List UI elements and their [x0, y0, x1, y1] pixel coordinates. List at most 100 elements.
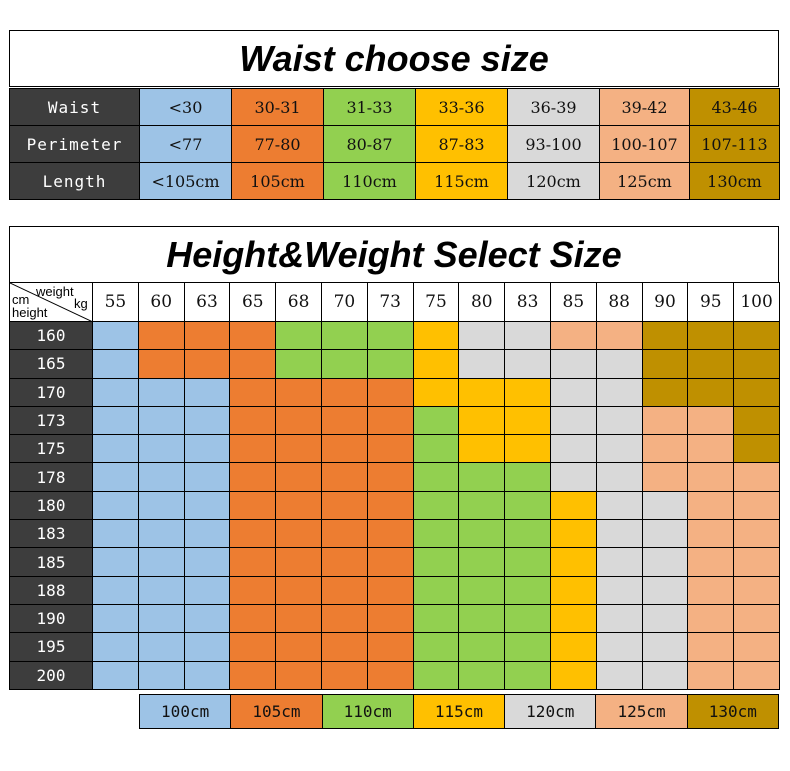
waist-cell: 36-39	[507, 88, 600, 126]
height-row: 165	[9, 349, 780, 379]
size-cell	[549, 462, 597, 492]
waist-cell: <105cm	[139, 162, 232, 200]
size-cell	[92, 660, 139, 690]
corner-kg-label: kg	[74, 296, 88, 311]
size-cell	[687, 603, 735, 634]
weight-header: 88	[595, 282, 643, 322]
size-cell	[366, 434, 414, 464]
size-cell	[733, 349, 780, 379]
size-cell	[504, 603, 551, 634]
height-label: 190	[9, 603, 93, 634]
waist-table-row: Waist <30 30-31 31-33 33-36 36-39 39-42 43-46	[9, 88, 780, 126]
size-cell	[183, 462, 231, 492]
size-cell	[687, 320, 735, 351]
size-cell	[183, 632, 231, 662]
size-cell	[504, 320, 551, 351]
size-cell	[92, 405, 139, 436]
size-cell	[366, 405, 414, 436]
size-cell	[504, 349, 551, 379]
weight-header: 65	[229, 282, 277, 322]
size-cell	[412, 349, 460, 379]
size-cell	[595, 632, 643, 662]
size-cell	[549, 603, 597, 634]
size-cell	[412, 660, 460, 690]
waist-cell: <77	[139, 125, 232, 163]
size-cell	[229, 405, 277, 436]
size-cell	[275, 660, 322, 690]
size-cell	[275, 632, 322, 662]
weight-header: 70	[320, 282, 368, 322]
size-cell	[412, 377, 460, 407]
size-cell	[92, 575, 139, 605]
size-cell	[641, 462, 689, 492]
corner-cm-label: cm	[12, 292, 30, 307]
size-cell	[641, 349, 689, 379]
size-cell	[92, 320, 139, 351]
height-weight-title: Height&Weight Select Size	[9, 226, 779, 282]
size-cell	[458, 632, 506, 662]
waist-table-row: Perimeter <77 77-80 80-87 87-83 93-100 100-107…	[9, 125, 780, 163]
size-cell	[549, 519, 597, 549]
height-label: 188	[9, 575, 93, 605]
size-cell	[595, 490, 643, 521]
size-cell	[412, 490, 460, 521]
size-cell	[549, 575, 597, 605]
size-cell	[229, 547, 277, 577]
size-cell	[687, 349, 735, 379]
waist-cell: 33-36	[415, 88, 508, 126]
size-cell	[687, 462, 735, 492]
height-row: 173	[9, 405, 780, 436]
waist-cell: <30	[139, 88, 232, 126]
size-cell	[92, 434, 139, 464]
size-cell	[229, 660, 277, 690]
size-cell	[733, 377, 780, 407]
size-cell	[275, 490, 322, 521]
size-cell	[412, 405, 460, 436]
size-cell	[595, 519, 643, 549]
size-cell	[504, 490, 551, 521]
size-cell	[595, 377, 643, 407]
size-cell	[412, 320, 460, 351]
height-label: 175	[9, 434, 93, 464]
size-cell	[229, 603, 277, 634]
waist-cell: 93-100	[507, 125, 600, 163]
size-cell	[366, 320, 414, 351]
weight-header: 95	[687, 282, 735, 322]
height-row: 170	[9, 377, 780, 407]
weight-header: 63	[183, 282, 231, 322]
size-cell	[183, 349, 231, 379]
weight-header: 68	[275, 282, 322, 322]
size-cell	[366, 547, 414, 577]
size-cell	[366, 377, 414, 407]
size-cell	[229, 320, 277, 351]
size-cell	[733, 320, 780, 351]
diagonal-divider	[10, 283, 91, 321]
size-cell	[183, 575, 231, 605]
size-cell	[366, 603, 414, 634]
size-cell	[320, 519, 368, 549]
size-cell	[137, 349, 185, 379]
size-cell	[137, 405, 185, 436]
height-label: 160	[9, 320, 93, 351]
height-row: 195	[9, 632, 780, 662]
weight-header: 80	[458, 282, 506, 322]
size-cell	[412, 519, 460, 549]
size-cell	[641, 575, 689, 605]
height-row: 190	[9, 603, 780, 634]
size-cell	[595, 320, 643, 351]
size-cell	[137, 632, 185, 662]
size-cell	[504, 377, 551, 407]
size-cell	[366, 519, 414, 549]
size-cell	[641, 632, 689, 662]
legend-item: 125cm	[595, 694, 688, 729]
size-cell	[641, 547, 689, 577]
corner-header: weight kg cm height	[9, 282, 93, 322]
size-cell	[733, 547, 780, 577]
height-row: 160	[9, 320, 780, 351]
size-cell	[320, 575, 368, 605]
waist-size-table: Waist <30 30-31 31-33 33-36 36-39 39-42 43-46 Pe…	[9, 88, 780, 200]
weight-header: 55	[92, 282, 139, 322]
size-legend-table: 100cm 105cm 110cm 115cm 120cm 125cm 130cm	[138, 694, 780, 729]
size-cell	[733, 434, 780, 464]
size-cell	[733, 575, 780, 605]
